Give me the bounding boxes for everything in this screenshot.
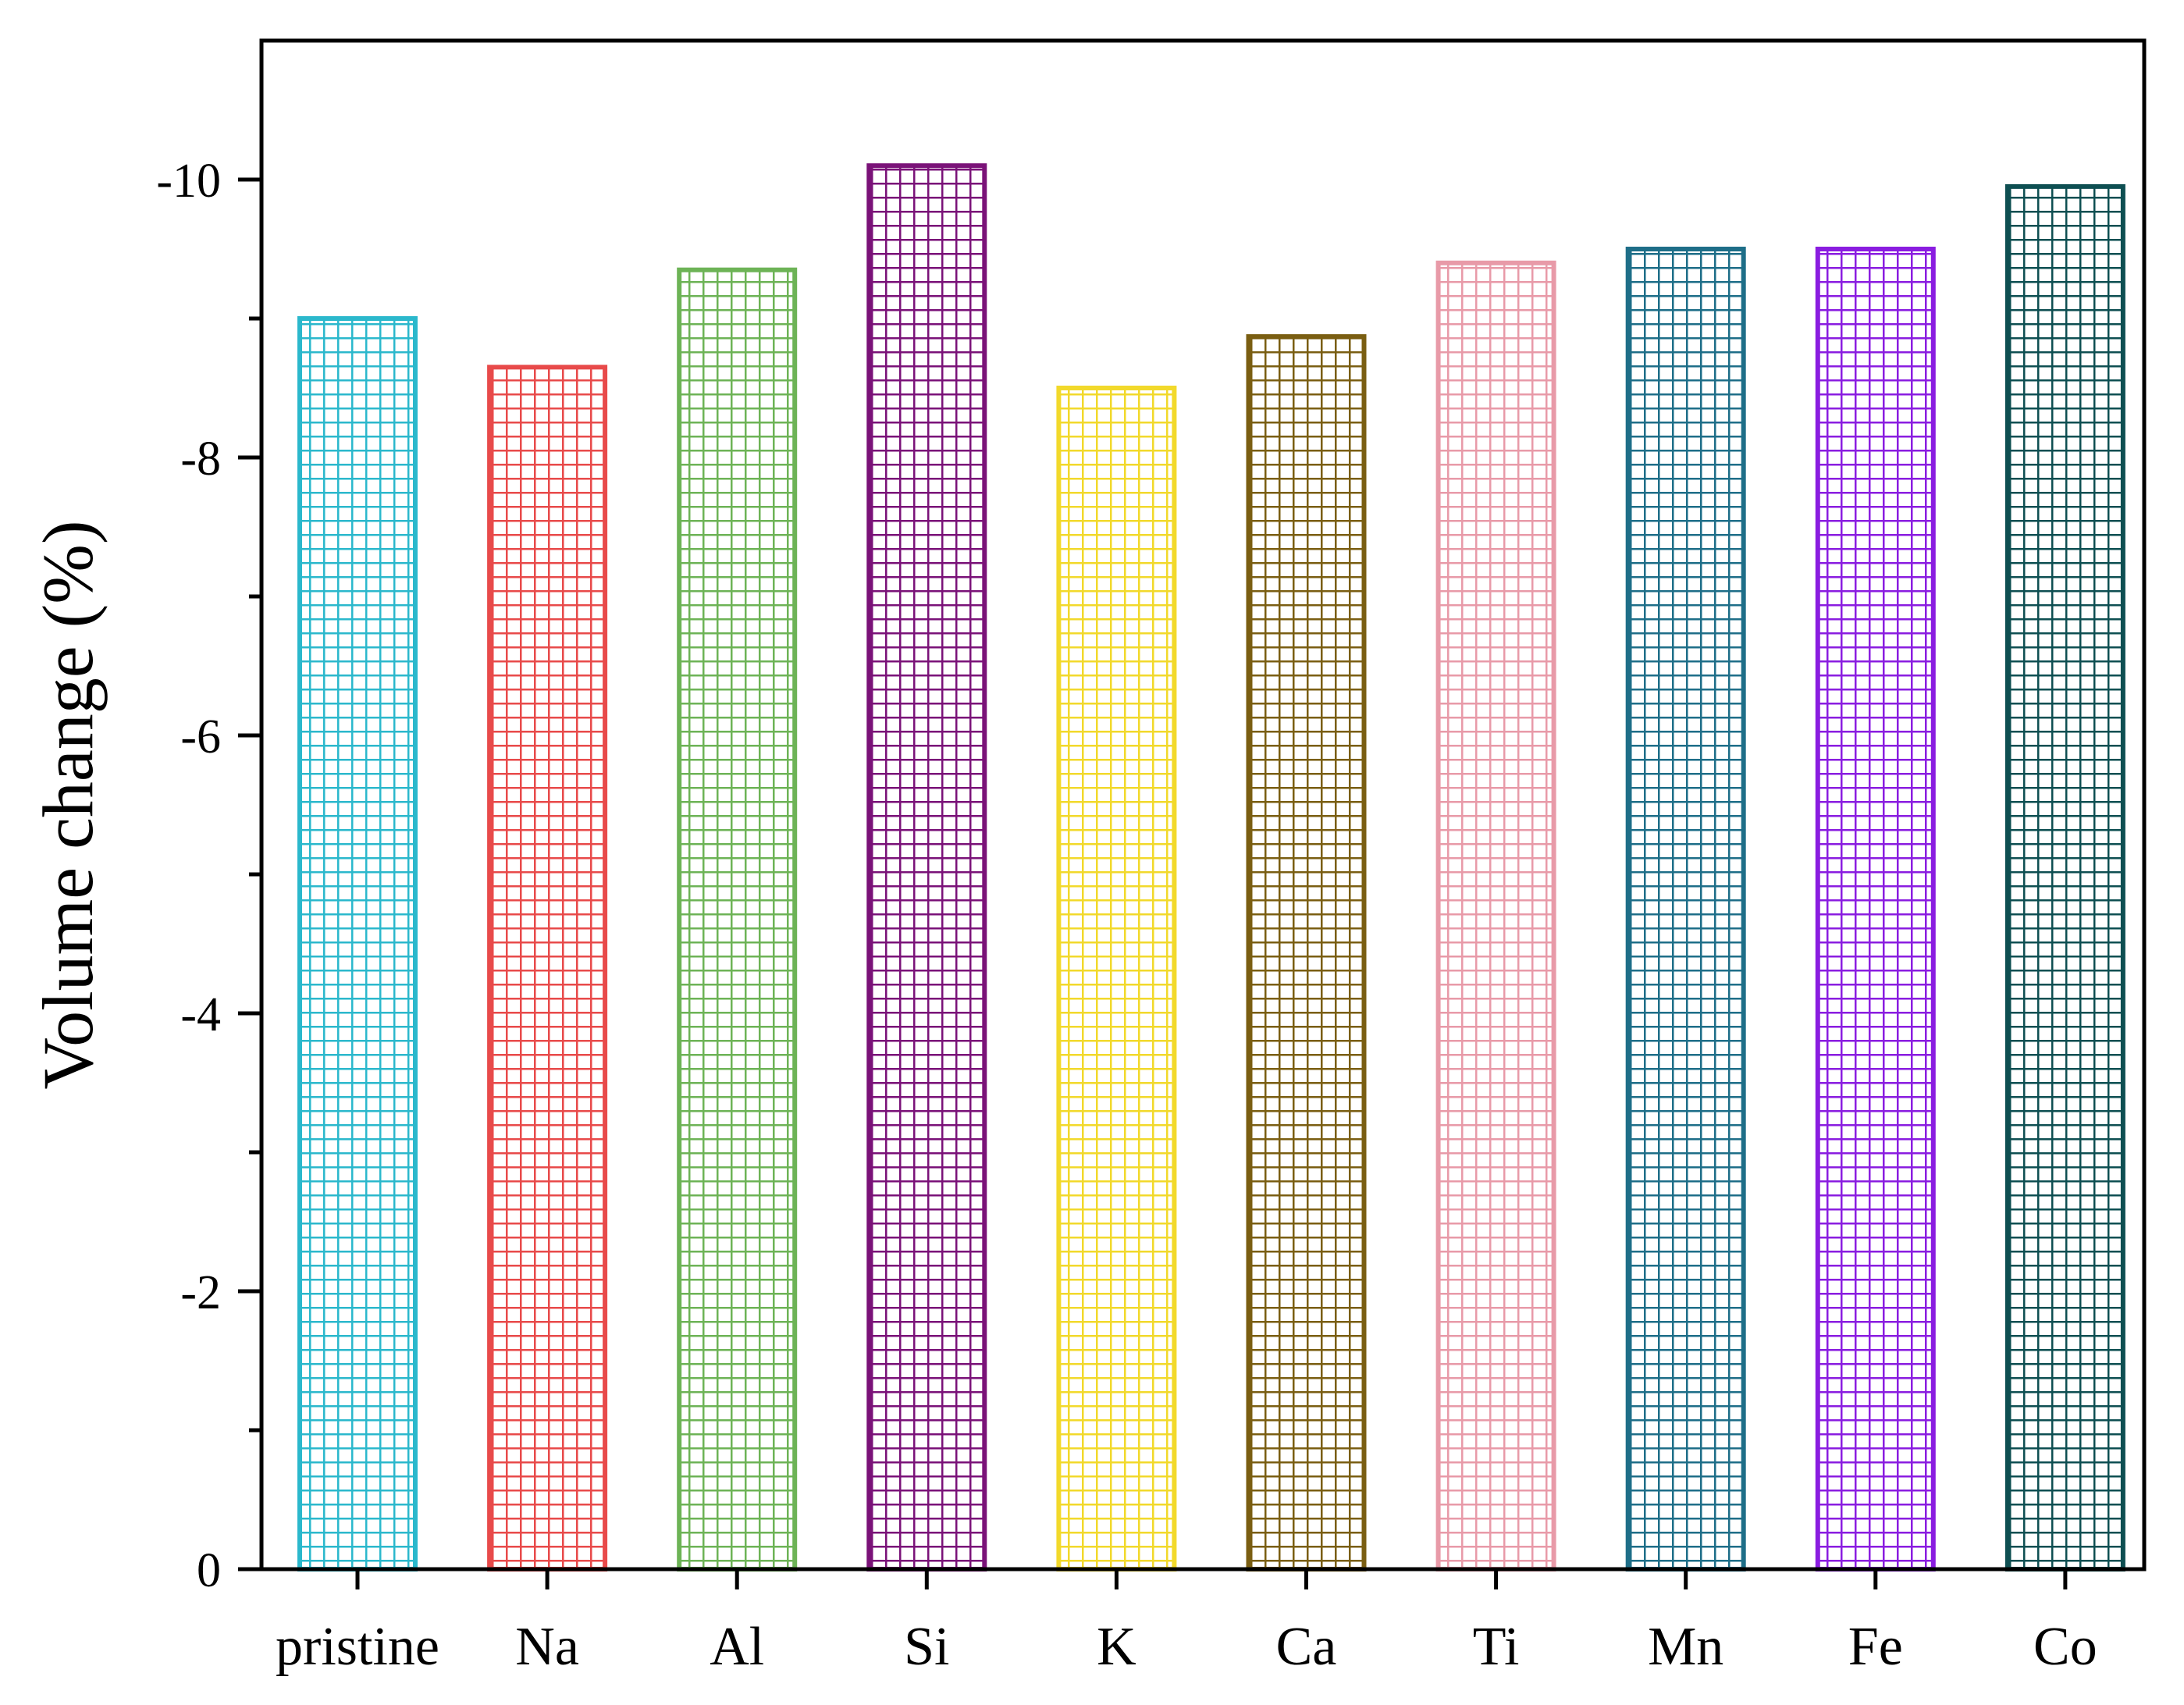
plot-frame <box>259 38 2147 1572</box>
bars-layer <box>297 163 2125 1572</box>
bar-fe <box>1815 247 1936 1572</box>
x-tick-label-fe: Fe <box>1848 1617 1903 1677</box>
x-tick-label-k: K <box>1097 1617 1136 1677</box>
bar-pristine <box>297 316 418 1572</box>
y-tick-label: -8 <box>180 432 221 486</box>
bar-co <box>2004 183 2125 1572</box>
x-tick-label-ti: Ti <box>1473 1617 1520 1677</box>
y-tick-label: 0 <box>197 1544 221 1597</box>
x-tick-label-al: Al <box>710 1617 764 1677</box>
bar-al <box>677 267 798 1572</box>
y-tick-label: -4 <box>180 988 221 1041</box>
y-tick-label: -2 <box>180 1266 221 1319</box>
x-tick-label-na: Na <box>515 1617 579 1677</box>
y-axis-title: Volume change (%) <box>28 521 108 1090</box>
axis-layer: pristine Na Al Si K Ca Ti Mn Fe Co 0 -2 -4 -6 -8 -10 <box>156 155 2097 1677</box>
bar-ca <box>1246 334 1367 1572</box>
bar-mn <box>1625 247 1746 1572</box>
y-tick-label: -10 <box>156 155 221 208</box>
x-tick-label-mn: Mn <box>1648 1617 1723 1677</box>
y-tick-label: -6 <box>180 710 221 764</box>
bar-ti <box>1435 260 1556 1572</box>
bar-si <box>866 163 987 1572</box>
bar-na <box>487 365 608 1572</box>
x-tick-label-ca: Ca <box>1276 1617 1337 1677</box>
x-tick-label-pristine: pristine <box>276 1617 439 1677</box>
bar-k <box>1056 386 1177 1572</box>
x-tick-label-co: Co <box>2033 1617 2097 1677</box>
x-tick-label-si: Si <box>904 1617 949 1677</box>
